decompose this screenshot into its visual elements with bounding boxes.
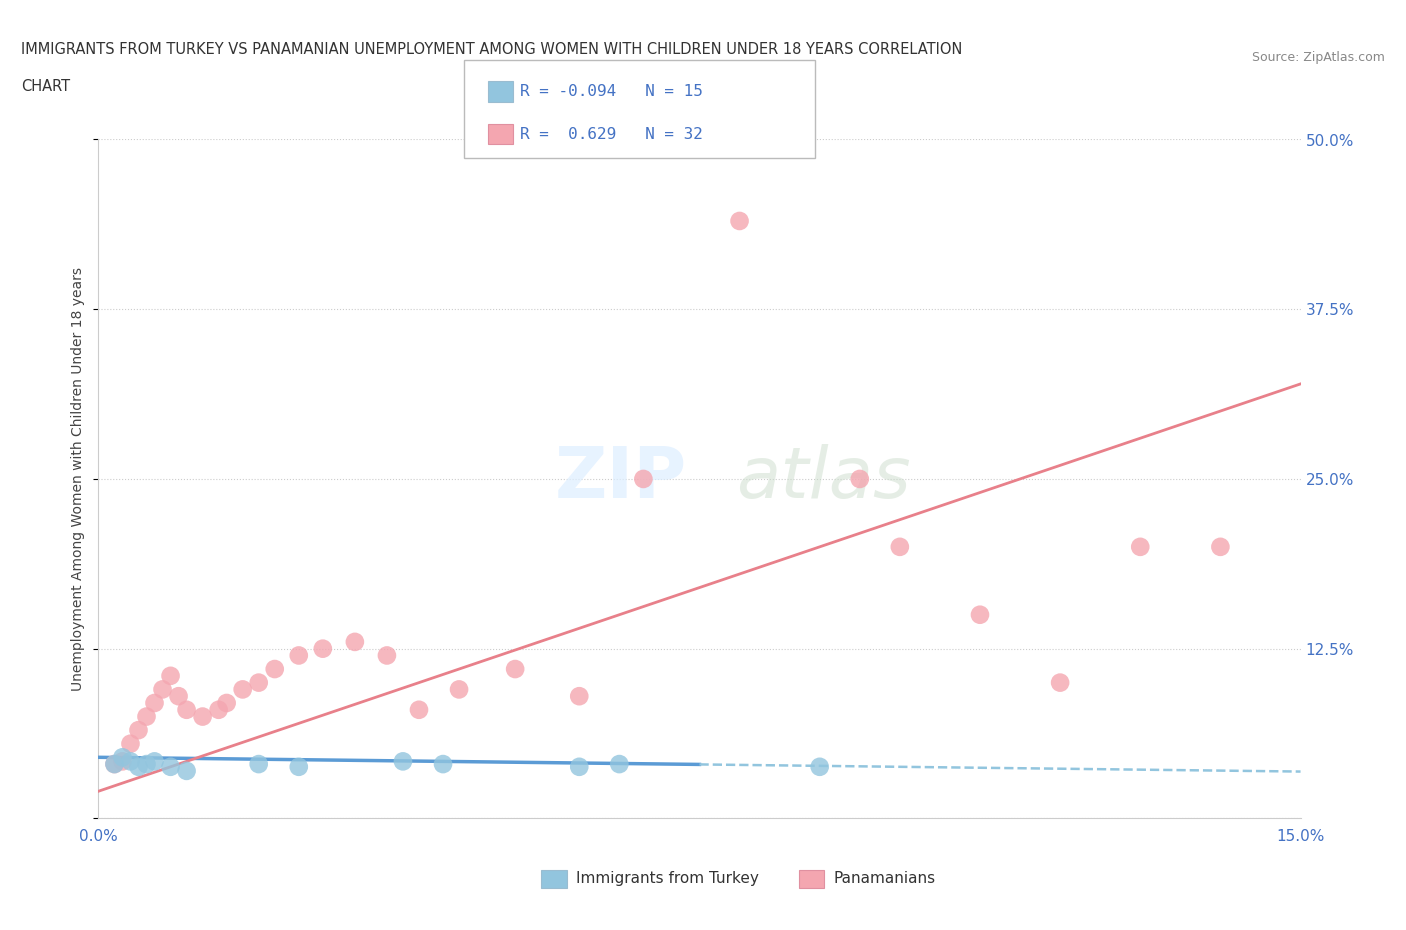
Point bbox=[247, 675, 270, 690]
Point bbox=[191, 710, 214, 724]
Point bbox=[128, 760, 150, 775]
Text: Panamanians: Panamanians bbox=[834, 871, 936, 886]
Point bbox=[103, 757, 125, 772]
Point bbox=[609, 757, 631, 772]
Point bbox=[849, 472, 872, 486]
Point bbox=[176, 764, 198, 778]
Point bbox=[1129, 539, 1152, 554]
Point bbox=[312, 642, 335, 657]
Text: Immigrants from Turkey: Immigrants from Turkey bbox=[576, 871, 759, 886]
Point bbox=[103, 757, 125, 772]
Text: CHART: CHART bbox=[21, 79, 70, 94]
Point bbox=[263, 661, 285, 676]
Point bbox=[111, 754, 134, 769]
Point bbox=[120, 737, 142, 751]
Point bbox=[135, 757, 157, 772]
Point bbox=[143, 696, 166, 711]
Point bbox=[159, 669, 181, 684]
Point bbox=[247, 757, 270, 772]
Point bbox=[633, 472, 655, 486]
Point bbox=[1209, 539, 1232, 554]
Point bbox=[447, 682, 470, 697]
Point bbox=[343, 634, 366, 649]
Point bbox=[889, 539, 911, 554]
Point bbox=[120, 754, 142, 769]
Text: IMMIGRANTS FROM TURKEY VS PANAMANIAN UNEMPLOYMENT AMONG WOMEN WITH CHILDREN UNDE: IMMIGRANTS FROM TURKEY VS PANAMANIAN UNE… bbox=[21, 42, 963, 57]
Point bbox=[392, 754, 415, 769]
Text: R = -0.094   N = 15: R = -0.094 N = 15 bbox=[520, 84, 703, 100]
Text: Source: ZipAtlas.com: Source: ZipAtlas.com bbox=[1251, 51, 1385, 64]
Point bbox=[152, 682, 174, 697]
Point bbox=[135, 710, 157, 724]
Point bbox=[232, 682, 254, 697]
Text: atlas: atlas bbox=[735, 445, 910, 513]
Point bbox=[728, 214, 751, 229]
Point bbox=[568, 760, 591, 775]
Point bbox=[408, 702, 430, 717]
Point bbox=[167, 689, 190, 704]
Point bbox=[432, 757, 454, 772]
Text: ZIP: ZIP bbox=[555, 445, 688, 513]
Point bbox=[568, 689, 591, 704]
Point bbox=[215, 696, 238, 711]
Point bbox=[1049, 675, 1071, 690]
Point bbox=[128, 723, 150, 737]
Y-axis label: Unemployment Among Women with Children Under 18 years: Unemployment Among Women with Children U… bbox=[72, 267, 86, 691]
Point bbox=[503, 661, 526, 676]
Point bbox=[176, 702, 198, 717]
Point bbox=[143, 754, 166, 769]
Point bbox=[208, 702, 231, 717]
Point bbox=[969, 607, 991, 622]
Point bbox=[159, 760, 181, 775]
Point bbox=[288, 760, 311, 775]
Text: R =  0.629   N = 32: R = 0.629 N = 32 bbox=[520, 126, 703, 141]
Point bbox=[808, 760, 831, 775]
Point bbox=[288, 648, 311, 663]
Point bbox=[111, 750, 134, 764]
Point bbox=[375, 648, 398, 663]
